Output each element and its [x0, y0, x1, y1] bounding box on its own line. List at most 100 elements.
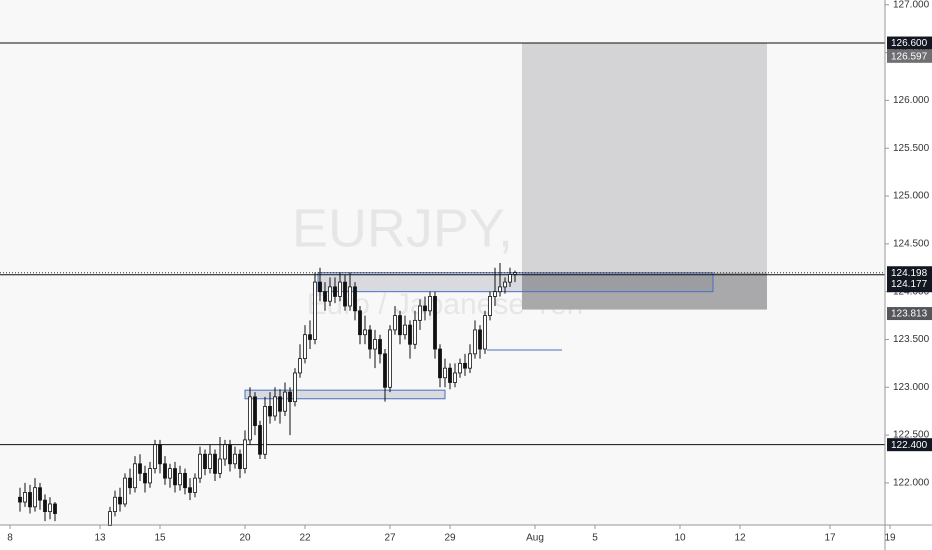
x-tick-label: 22 — [299, 533, 311, 544]
price-badge — [887, 277, 932, 291]
candle-body — [178, 472, 182, 486]
candle-body — [278, 396, 282, 412]
candle-body — [163, 463, 167, 479]
candle-body — [348, 286, 352, 307]
candle-body — [183, 472, 187, 489]
candle-body — [363, 329, 367, 336]
candle-body — [248, 396, 252, 441]
candle-body — [173, 468, 177, 486]
x-tick-label: 19 — [884, 533, 896, 544]
candle-body — [508, 274, 512, 283]
candle-body — [253, 396, 257, 426]
x-tick-label: 27 — [384, 533, 396, 544]
price-badge-label: 122.400 — [891, 440, 928, 451]
candle-body — [498, 286, 502, 293]
candle-body — [263, 406, 267, 455]
y-tick-label: 123.000 — [893, 382, 930, 393]
candle-body — [388, 329, 392, 388]
candle-body — [268, 406, 272, 417]
price-badge-label: 124.198 — [891, 268, 928, 279]
candle-body — [358, 310, 362, 336]
candle-body — [393, 315, 397, 331]
candle-body — [213, 453, 217, 474]
candle-body — [488, 296, 492, 316]
candle-body — [303, 334, 307, 360]
y-tick-label: 125.500 — [893, 143, 930, 154]
candle-body — [208, 453, 212, 469]
price-badge — [887, 49, 932, 63]
candle-body — [453, 372, 457, 383]
x-tick-label: Aug — [526, 533, 544, 544]
price-axis-bg — [886, 0, 932, 525]
candle-body — [283, 391, 287, 412]
candle-body — [468, 353, 472, 369]
candle-body — [343, 281, 347, 307]
candle-body — [28, 492, 32, 508]
candle-body — [223, 444, 227, 460]
candle-body — [188, 487, 192, 493]
candle-body — [158, 444, 162, 465]
candle-body — [38, 487, 42, 501]
candle-body — [443, 367, 447, 379]
candle-body — [33, 487, 37, 508]
candle-body — [18, 496, 22, 503]
candle-body — [338, 281, 342, 297]
candle-body — [513, 272, 517, 275]
candle-body — [313, 281, 317, 340]
candle-body — [293, 372, 297, 403]
candle-body — [118, 496, 122, 505]
candle-body — [128, 477, 132, 489]
x-tick-label: 8 — [7, 533, 13, 544]
price-badge-label: 126.597 — [891, 51, 928, 62]
price-badge — [887, 266, 932, 280]
candle-body — [433, 296, 437, 350]
candle-body — [328, 286, 332, 302]
candle-body — [233, 453, 237, 465]
x-tick-label: 13 — [94, 533, 106, 544]
x-tick-label: 20 — [239, 533, 251, 544]
x-tick-label: 12 — [734, 533, 746, 544]
candle-body — [398, 315, 402, 336]
candle-body — [418, 305, 422, 321]
candle-body — [383, 353, 387, 388]
candle-body — [148, 468, 152, 484]
x-tick-label: 5 — [592, 533, 598, 544]
candle-body — [138, 463, 142, 474]
candle-body — [423, 305, 427, 312]
candle-body — [333, 286, 337, 297]
candle-body — [218, 458, 222, 474]
candle-body — [478, 329, 482, 350]
candle-body — [48, 503, 52, 513]
y-tick-label: 125.000 — [893, 191, 930, 202]
y-tick-label: 127.000 — [893, 0, 930, 10]
price-badge — [887, 438, 932, 452]
x-tick-label: 17 — [824, 533, 836, 544]
candle-body — [193, 477, 197, 493]
candle-body — [258, 425, 262, 455]
candle-body — [113, 496, 117, 513]
candle-body — [288, 391, 292, 403]
candle-body — [133, 463, 137, 489]
candle-body — [438, 348, 442, 379]
candle-body — [448, 367, 452, 383]
candle-body — [353, 286, 357, 312]
zone — [244, 389, 446, 400]
candle-body — [483, 315, 487, 350]
candle-body — [203, 453, 207, 469]
price-badge-label: 124.177 — [891, 279, 928, 290]
candle-body — [238, 453, 242, 469]
price-badge — [887, 307, 932, 321]
candle-body — [373, 339, 377, 350]
candle-body — [298, 358, 302, 374]
position-profit — [522, 43, 767, 273]
candle-body — [458, 362, 462, 374]
candle-body — [368, 329, 372, 350]
candle-body — [43, 499, 47, 513]
price-badge — [887, 36, 932, 50]
candle-body — [408, 324, 412, 345]
candle-body — [243, 439, 247, 469]
candle-body — [493, 291, 497, 297]
candle-body — [153, 444, 157, 469]
candle-body — [473, 329, 477, 355]
